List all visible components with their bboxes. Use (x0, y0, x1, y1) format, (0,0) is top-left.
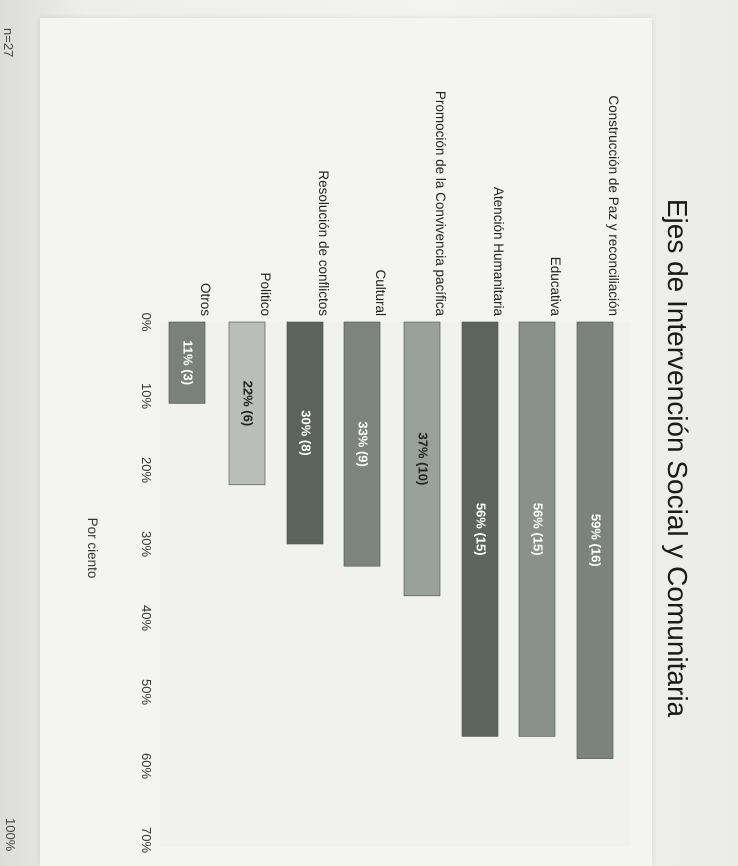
category-label-3: Promoción de la Convivencia pacífica (433, 91, 448, 317)
bar-4 (343, 321, 381, 567)
bar-6 (228, 321, 266, 486)
bar-2 (461, 321, 499, 737)
data-label-2: 56% (15) (474, 503, 489, 556)
bar-5 (286, 321, 324, 545)
data-label-0: 59% (16) (589, 514, 604, 567)
data-label-1: 56% (15) (531, 503, 546, 556)
tick-label-7: 70% (139, 827, 154, 853)
tick-label-1: 10% (139, 383, 154, 409)
category-label-5: Resolución de conflictos (316, 170, 331, 316)
data-label-7: 11% (3) (181, 340, 196, 385)
category-label-6: Politico (258, 272, 273, 316)
chart-title: Ejes de Intervención Social y Comunitari… (662, 199, 693, 718)
category-label-4: Cultural (373, 269, 388, 316)
bar-0 (576, 321, 614, 759)
data-label-4: 33% (9) (356, 421, 371, 467)
data-label-6: 22% (6) (241, 381, 256, 427)
tick-label-5: 50% (139, 679, 154, 705)
category-label-7: Otros (198, 283, 213, 316)
tick-label-2: 20% (139, 457, 154, 483)
category-label-0: Construcción de Paz y reconciliación (606, 95, 621, 316)
bar-7 (168, 321, 206, 404)
data-label-5: 30% (8) (299, 410, 314, 456)
tick-label-3: 30% (139, 531, 154, 557)
plot-area: 59% (16) Construcción de Paz y reconcilia… (85, 91, 693, 854)
x-axis-title: Por ciento (85, 518, 100, 579)
category-label-1: Educativa (548, 257, 563, 317)
category-label-2: Atención Humanitaria (491, 187, 506, 317)
tick-label-6: 60% (139, 753, 154, 779)
data-label-3: 37% (10) (416, 433, 431, 486)
bar-3 (403, 321, 441, 597)
tick-label-4: 40% (139, 605, 154, 631)
tick-label-0: 0% (139, 313, 154, 332)
bar-1 (518, 321, 556, 737)
